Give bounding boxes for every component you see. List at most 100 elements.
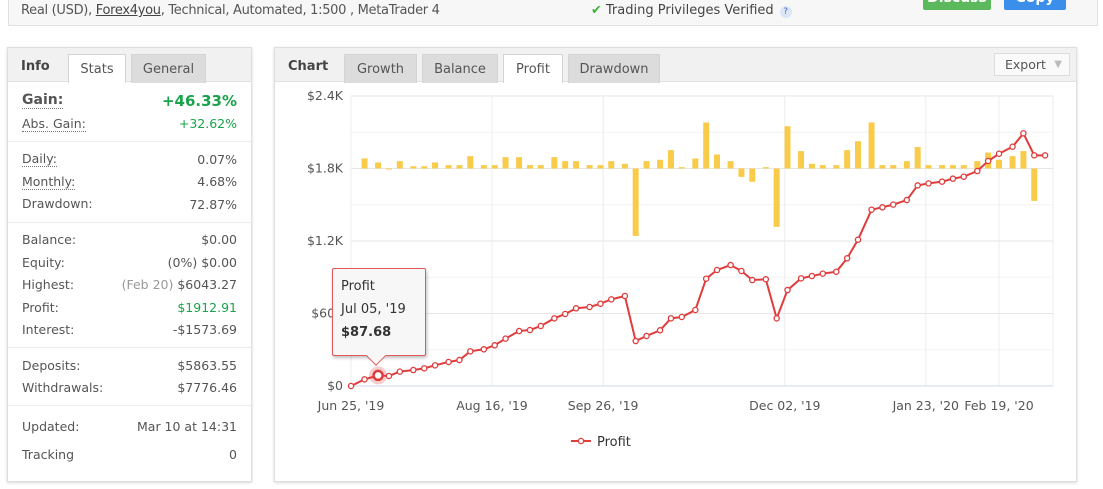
- tab-general[interactable]: General: [131, 54, 206, 83]
- profit-point: [572, 305, 580, 312]
- profit-point: [854, 236, 862, 243]
- profit-bar: [949, 165, 956, 169]
- info-title: Info: [21, 59, 50, 74]
- profit-bar: [960, 165, 967, 169]
- profit-point: [621, 292, 629, 300]
- profit-bar: [573, 161, 580, 169]
- y-tick-label: $0: [327, 378, 343, 393]
- equity-label: Equity:: [22, 254, 65, 270]
- export-label: Export: [1005, 57, 1046, 72]
- updated-label: Updated:: [22, 418, 80, 434]
- profit-bar: [421, 166, 428, 169]
- profit-bar: [868, 122, 875, 169]
- highest-row: Highest: (Feb 20) $6043.27: [22, 274, 237, 297]
- profit-point: [995, 150, 1003, 158]
- profit-point: [586, 303, 593, 311]
- profit-point: [431, 362, 439, 369]
- profit-point: [949, 175, 957, 182]
- profit-point: [713, 266, 721, 274]
- tracking-label: Tracking: [22, 446, 75, 462]
- daily-row: Daily: 0.07%: [22, 148, 237, 171]
- tab-stats[interactable]: Stats: [68, 54, 126, 83]
- profit-point: [692, 306, 699, 314]
- tracking-value: 0: [229, 446, 237, 462]
- tracking-section: Updated: Mar 10 at 14:31 Tracking 0: [8, 406, 251, 474]
- y-tick-label: $1.8K: [307, 161, 344, 176]
- account-header: Real (USD), Forex4you, Technical, Automa…: [8, 0, 1098, 26]
- dropdown-arrow-icon: ▼: [1054, 59, 1062, 70]
- profit-point: [537, 322, 545, 330]
- profit-bar: [925, 165, 932, 169]
- profit-bar: [773, 168, 780, 227]
- gain-label[interactable]: Gain:: [22, 92, 64, 110]
- abs-gain-label[interactable]: Abs. Gain:: [22, 115, 86, 132]
- gain-row: Gain: +46.33%: [22, 90, 237, 113]
- profit-bar: [456, 165, 463, 169]
- profit-bar: [632, 168, 639, 236]
- tooltip-date: Jul 05, '19: [341, 302, 406, 317]
- profit-bar: [974, 161, 981, 169]
- profit-bar: [597, 165, 604, 169]
- profit-point: [727, 261, 734, 269]
- x-tick-label: Feb 19, '20: [964, 398, 1033, 413]
- profit-bar: [502, 157, 509, 169]
- help-icon[interactable]: ?: [779, 6, 792, 18]
- profit-point: [420, 365, 428, 372]
- profit-point: [819, 270, 827, 277]
- profit-bar: [562, 161, 569, 169]
- info-panel: Info Stats General Gain: +46.33% Abs. Gai…: [7, 47, 252, 482]
- profit-point: [868, 206, 875, 213]
- profit-point: [762, 276, 770, 283]
- copy-button[interactable]: Copy: [1004, 0, 1066, 10]
- profit-point: [467, 348, 474, 355]
- profit-point: [974, 167, 981, 175]
- interest-value: -$1573.69: [172, 322, 237, 338]
- chart-panel: Chart Growth Balance Profit Drawdown Exp…: [274, 47, 1077, 482]
- profit-point: [480, 346, 488, 353]
- profit-point: [938, 178, 946, 185]
- profit-point: [643, 332, 650, 340]
- profit-bar: [361, 158, 368, 169]
- profit-bar: [996, 159, 1002, 169]
- profit-point: [396, 368, 404, 375]
- profit-point: [879, 204, 886, 211]
- monthly-label[interactable]: Monthly:: [22, 173, 76, 190]
- equity-percent: (0%): [167, 254, 198, 270]
- profit-bar: [657, 159, 664, 169]
- profit-point: [361, 376, 368, 383]
- broker-link[interactable]: Forex4you: [95, 3, 161, 18]
- y-tick-label: $1.2K: [307, 233, 344, 248]
- profit-bar: [808, 163, 815, 169]
- daily-label[interactable]: Daily:: [22, 151, 57, 168]
- x-tick-label: Sep 26, '19: [568, 398, 639, 413]
- account-details: , Technical, Automated, 1:500 , MetaTrad…: [160, 3, 440, 18]
- profit-point: [502, 335, 509, 342]
- interest-row: Interest: -$1573.69: [22, 319, 237, 342]
- tab-drawdown[interactable]: Drawdown: [568, 54, 660, 83]
- profit-point: [738, 267, 745, 275]
- info-tabs: Info Stats General: [8, 48, 251, 83]
- profit-bar: [819, 165, 826, 169]
- balance-value: $0.00: [201, 232, 237, 248]
- balance-row: Balance: $0.00: [22, 229, 237, 252]
- profit-point: [410, 366, 417, 374]
- tab-profit[interactable]: Profit: [503, 54, 563, 83]
- equity-value: $0.00: [201, 254, 237, 270]
- profit-bar: [1031, 168, 1038, 201]
- updated-value: Mar 10 at 14:31: [137, 418, 237, 434]
- abs-gain-value: +32.62%: [178, 116, 237, 132]
- profit-bar: [749, 168, 756, 182]
- discuss-button[interactable]: Discuss: [923, 0, 991, 10]
- x-tick-label: Aug 16, '19: [456, 398, 528, 413]
- tab-growth[interactable]: Growth: [344, 54, 417, 83]
- profit-point: [526, 326, 534, 334]
- export-button[interactable]: Export ▼: [994, 53, 1070, 76]
- x-tick-label: Jun 25, '19: [317, 398, 385, 413]
- account-description: Real (USD), Forex4you, Technical, Automa…: [21, 3, 440, 18]
- tab-balance[interactable]: Balance: [422, 54, 498, 83]
- legend-marker-icon: [577, 437, 585, 445]
- profit-bar: [410, 166, 417, 169]
- x-tick-label: Jan 23, '20: [892, 398, 959, 413]
- balance-label: Balance:: [22, 232, 77, 248]
- highest-label: Highest:: [22, 277, 75, 293]
